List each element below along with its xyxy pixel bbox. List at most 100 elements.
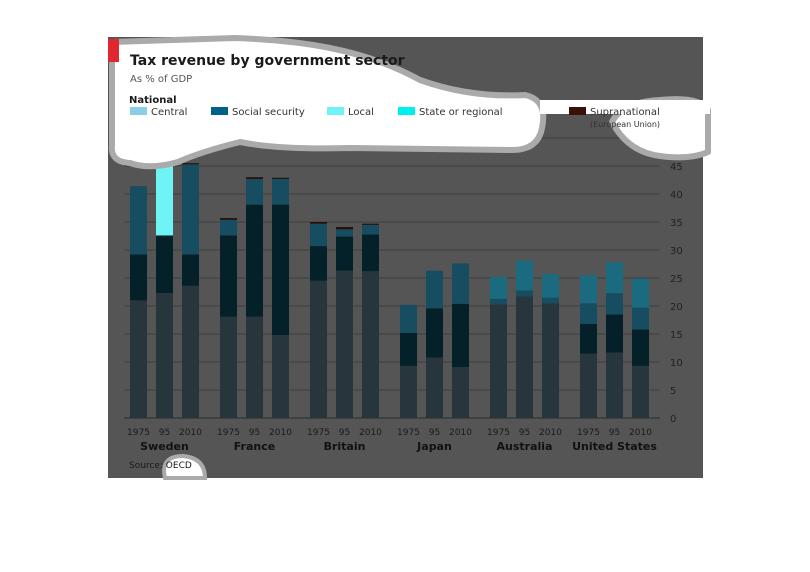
bar-segment-state [542, 274, 559, 298]
x-tick-label: 2010 [179, 428, 202, 438]
bar-segment-supra [310, 222, 327, 224]
bar-segment-state [606, 262, 623, 294]
y-tick-label: 15 [670, 330, 683, 341]
x-tick-label: 95 [519, 428, 530, 438]
bar-segment-state [490, 276, 507, 299]
bar-segment-central [272, 335, 289, 418]
legend-label-central: Central [151, 107, 187, 118]
bar-segment-central [606, 352, 623, 418]
legend-label-local: Local [348, 107, 374, 118]
country-label: Sweden [140, 440, 189, 453]
legend-swatch-supra [569, 107, 586, 115]
bar-segment-local [310, 223, 327, 247]
bar-segment-supra [182, 163, 199, 165]
bar-segment-central [490, 304, 507, 418]
bar-segment-social [310, 246, 327, 281]
bar-segment-social [220, 235, 237, 317]
overlay-blob-main [108, 35, 547, 170]
bar-segment-local [516, 290, 533, 297]
legend-swatch-central [130, 107, 147, 115]
bar-segment-central [362, 271, 379, 418]
bar-segment-supra [220, 218, 237, 220]
brand-tab [108, 39, 119, 62]
bar-segment-central [426, 357, 443, 418]
country-label: France [234, 440, 275, 453]
y-tick-label: 45 [670, 162, 683, 173]
legend-swatch-local [327, 107, 344, 115]
bar-segment-social [182, 254, 199, 286]
legend-label-state: State or regional [419, 107, 503, 118]
chart-subtitle: As % of GDP [130, 74, 192, 85]
country-label: Japan [416, 440, 452, 453]
x-tick-label: 1975 [487, 428, 510, 438]
x-tick-label: 1975 [397, 428, 420, 438]
x-tick-label: 2010 [539, 428, 562, 438]
bar-segment-local [130, 186, 147, 255]
bar-segment-local [606, 293, 623, 315]
bar-segment-local [542, 297, 559, 304]
bar-segment-social [362, 234, 379, 272]
x-tick-label: 95 [429, 428, 440, 438]
y-tick-label: 0 [670, 414, 676, 425]
bar-segment-social [452, 303, 469, 368]
x-tick-label: 1975 [577, 428, 600, 438]
x-tick-label: 2010 [359, 428, 382, 438]
y-tick-label: 25 [670, 274, 683, 285]
chart-title: Tax revenue by government sector [130, 53, 405, 69]
bar-segment-supra [362, 223, 379, 225]
bar-segment-local [272, 178, 289, 205]
y-tick-label: 10 [670, 358, 683, 369]
legend-sublabel-supra: (European Union) [590, 120, 660, 129]
country-label: Australia [497, 440, 553, 453]
x-tick-label: 1975 [307, 428, 330, 438]
x-tick-label: 95 [249, 428, 260, 438]
bar-segment-local [490, 298, 507, 305]
bar-segment-local [182, 164, 199, 255]
bar-segment-central [220, 316, 237, 418]
bar-segment-central [516, 296, 533, 418]
bars-layer [130, 152, 649, 418]
bar-segment-central [182, 285, 199, 418]
bar-segment-central [336, 270, 353, 418]
bar-segment-social [632, 329, 649, 366]
legend-swatch-social [211, 107, 228, 115]
country-label: Britain [324, 440, 366, 453]
bar-segment-social [580, 323, 597, 354]
bar-segment-local [336, 229, 353, 237]
country-label: United States [572, 440, 657, 453]
bar-segment-state [580, 275, 597, 304]
y-tick-label: 5 [670, 386, 676, 397]
bar-segment-central [130, 300, 147, 418]
bar-segment-social [246, 204, 263, 317]
bar-segment-local [362, 224, 379, 235]
x-tick-label: 1975 [217, 428, 240, 438]
bar-segment-social [426, 308, 443, 358]
legend-label-supra: Supranational [590, 107, 660, 118]
overlay-blob-source [162, 453, 208, 480]
y-tick-label: 20 [670, 302, 683, 313]
bar-segment-local [426, 270, 443, 309]
bar-segment-local [246, 178, 263, 205]
x-tick-label: 1975 [127, 428, 150, 438]
source-note: Source: OECD [129, 461, 192, 471]
x-axis: 1975 95 2010 Sweden 1975 95 2010 France 1975 95 20… [127, 428, 657, 453]
bar-segment-local [156, 153, 173, 236]
bar-segment-supra [246, 177, 263, 179]
bar-segment-central [156, 293, 173, 418]
x-tick-label: 2010 [629, 428, 652, 438]
y-tick-label: 35 [670, 218, 683, 229]
legend-label-social: Social security [232, 107, 305, 118]
bar-segment-state [516, 260, 533, 291]
bar-segment-social [606, 314, 623, 353]
bar-segment-local [580, 303, 597, 324]
bar-segment-central [632, 365, 649, 418]
bar-segment-social [400, 332, 417, 366]
bar-segment-social [272, 204, 289, 336]
bar-segment-social [130, 254, 147, 301]
x-tick-label: 2010 [269, 428, 292, 438]
bar-segment-state [632, 278, 649, 308]
bar-segment-social [336, 236, 353, 271]
white-overlay [108, 35, 711, 480]
bar-segment-local [632, 307, 649, 330]
